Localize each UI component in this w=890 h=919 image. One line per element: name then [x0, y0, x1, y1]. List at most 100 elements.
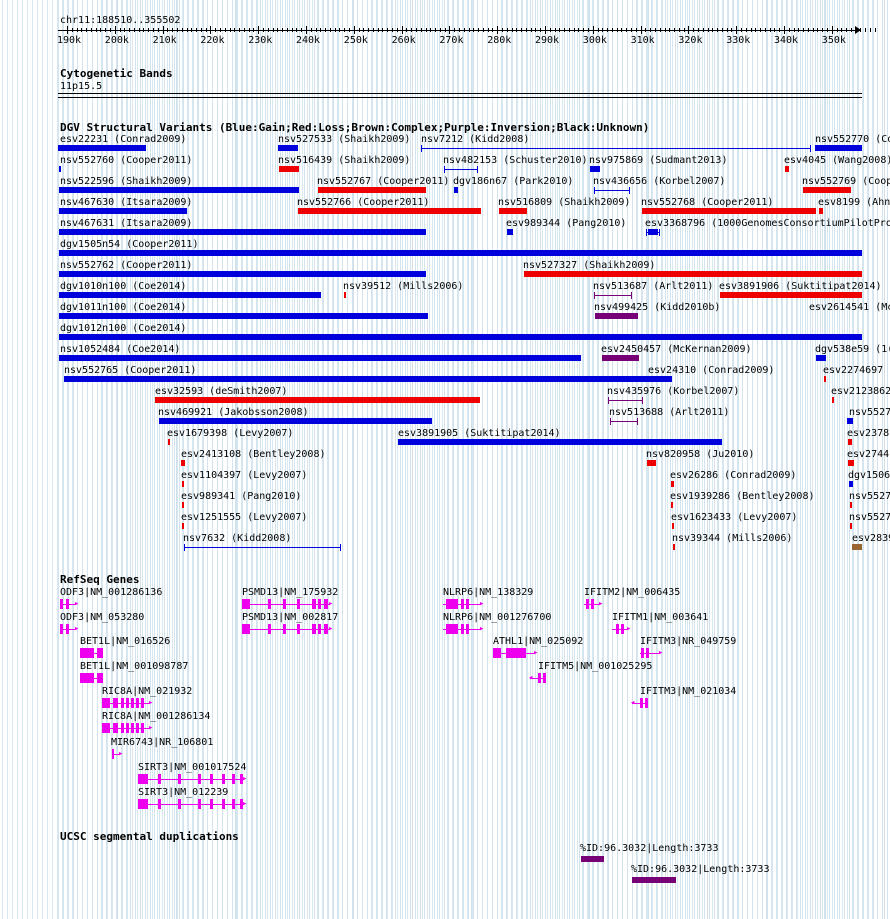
gene-exon[interactable] — [538, 673, 541, 683]
gene-exon[interactable] — [141, 698, 144, 708]
segdup-bar[interactable] — [581, 856, 604, 862]
dgv-feature-bar[interactable] — [499, 208, 527, 214]
gene-exon[interactable] — [102, 698, 110, 708]
dgv-feature-bar[interactable] — [595, 313, 638, 319]
gene-exon[interactable] — [178, 774, 181, 784]
dgv-feature-bar[interactable] — [59, 313, 428, 319]
gene-exon[interactable] — [80, 673, 94, 683]
gene-exon[interactable] — [461, 599, 464, 609]
gene-exon[interactable] — [621, 624, 624, 634]
dgv-feature-bar[interactable] — [847, 418, 853, 424]
gene-exon[interactable] — [240, 774, 243, 784]
gene-exon[interactable] — [543, 673, 546, 683]
gene-exon[interactable] — [461, 624, 464, 634]
dgv-feature-bar[interactable] — [815, 145, 862, 151]
gene-exon[interactable] — [113, 698, 118, 708]
gene-exon[interactable] — [242, 599, 250, 609]
gene-exon[interactable] — [97, 648, 103, 658]
gene-exon[interactable] — [268, 624, 271, 634]
dgv-feature-bar[interactable] — [59, 355, 581, 361]
dgv-feature-bar[interactable] — [524, 271, 862, 277]
gene-exon[interactable] — [210, 799, 213, 809]
dgv-feature-bar[interactable] — [590, 166, 600, 172]
dgv-feature-bar[interactable] — [64, 376, 670, 382]
gene-exon[interactable] — [178, 799, 181, 809]
dgv-feature-bar[interactable] — [507, 229, 513, 235]
gene-exon[interactable] — [112, 749, 114, 759]
gene-exon[interactable] — [645, 698, 648, 708]
dgv-feature-bar[interactable] — [182, 523, 184, 529]
gene-exon[interactable] — [242, 624, 250, 634]
dgv-feature-bar[interactable] — [642, 208, 816, 214]
gene-exon[interactable] — [466, 599, 469, 609]
cytoband-label[interactable]: 11p15.5 — [60, 81, 103, 92]
gene-exon[interactable] — [232, 799, 235, 809]
gene-exon[interactable] — [158, 799, 161, 809]
gene-exon[interactable] — [591, 599, 594, 609]
gene-exon[interactable] — [126, 723, 129, 733]
gene-exon[interactable] — [66, 624, 69, 634]
dgv-feature-bar[interactable] — [59, 166, 61, 172]
dgv-feature-bar[interactable] — [720, 292, 862, 298]
dgv-feature-line[interactable] — [444, 169, 478, 170]
dgv-feature-bar[interactable] — [398, 439, 722, 445]
dgv-feature-bar[interactable] — [159, 418, 432, 424]
dgv-feature-bar[interactable] — [819, 208, 823, 214]
gene-exon[interactable] — [121, 698, 124, 708]
gene-exon[interactable] — [136, 723, 139, 733]
gene-exon[interactable] — [121, 723, 124, 733]
dgv-feature-line[interactable] — [594, 295, 632, 296]
dgv-feature-bar[interactable] — [824, 376, 826, 382]
dgv-feature-bar[interactable] — [649, 376, 672, 382]
dgv-feature-bar[interactable] — [59, 334, 862, 340]
gene-exon[interactable] — [136, 698, 139, 708]
gene-exon[interactable] — [97, 673, 103, 683]
ruler[interactable]: 190k 200k 210k 220k 230k 240k 250k 260k 270k 280k… — [57, 26, 876, 46]
gene-exon[interactable] — [586, 599, 589, 609]
dgv-feature-line[interactable] — [184, 547, 341, 548]
gene-exon[interactable] — [324, 624, 328, 634]
dgv-feature-bar[interactable] — [647, 460, 656, 466]
gene-exon[interactable] — [158, 774, 161, 784]
gene-exon[interactable] — [640, 698, 643, 708]
gene-exon[interactable] — [141, 723, 144, 733]
dgv-feature-bar[interactable] — [298, 208, 481, 214]
segdup-bar[interactable] — [632, 877, 676, 883]
dgv-feature-bar[interactable] — [59, 229, 426, 235]
gene-exon[interactable] — [222, 774, 225, 784]
dgv-feature-bar[interactable] — [278, 145, 298, 151]
gene-exon[interactable] — [60, 599, 63, 609]
gene-exon[interactable] — [126, 698, 129, 708]
gene-exon[interactable] — [466, 624, 469, 634]
dgv-feature-line[interactable] — [421, 148, 811, 149]
gene-exon[interactable] — [113, 723, 118, 733]
dgv-feature-bar[interactable] — [850, 502, 852, 508]
gene-exon[interactable] — [493, 648, 501, 658]
dgv-feature-bar[interactable] — [155, 397, 480, 403]
dgv-feature-line[interactable] — [608, 400, 643, 401]
dgv-feature-bar[interactable] — [848, 460, 854, 466]
dgv-feature-bar[interactable] — [59, 208, 187, 214]
gene-exon[interactable] — [60, 624, 63, 634]
gene-exon[interactable] — [222, 799, 225, 809]
dgv-feature-bar[interactable] — [59, 187, 299, 193]
dgv-feature-bar[interactable] — [671, 481, 674, 487]
dgv-feature-bar[interactable] — [850, 523, 852, 529]
dgv-feature-bar[interactable] — [318, 187, 426, 193]
dgv-feature-bar[interactable] — [344, 292, 346, 298]
dgv-feature-bar[interactable] — [59, 271, 426, 277]
dgv-feature-bar[interactable] — [849, 481, 853, 487]
dgv-feature-bar[interactable] — [852, 544, 862, 550]
dgv-feature-line[interactable] — [610, 421, 638, 422]
gene-exon[interactable] — [446, 624, 458, 634]
dgv-feature-bar[interactable] — [181, 460, 185, 466]
gene-exon[interactable] — [312, 599, 316, 609]
dgv-feature-bar[interactable] — [182, 502, 184, 508]
dgv-feature-bar[interactable] — [816, 355, 826, 361]
dgv-feature-bar[interactable] — [848, 439, 852, 445]
gene-exon[interactable] — [138, 799, 148, 809]
gene-exon[interactable] — [138, 774, 148, 784]
dgv-feature-bar[interactable] — [648, 229, 658, 235]
dgv-feature-bar[interactable] — [59, 292, 321, 298]
gene-exon[interactable] — [297, 599, 300, 609]
